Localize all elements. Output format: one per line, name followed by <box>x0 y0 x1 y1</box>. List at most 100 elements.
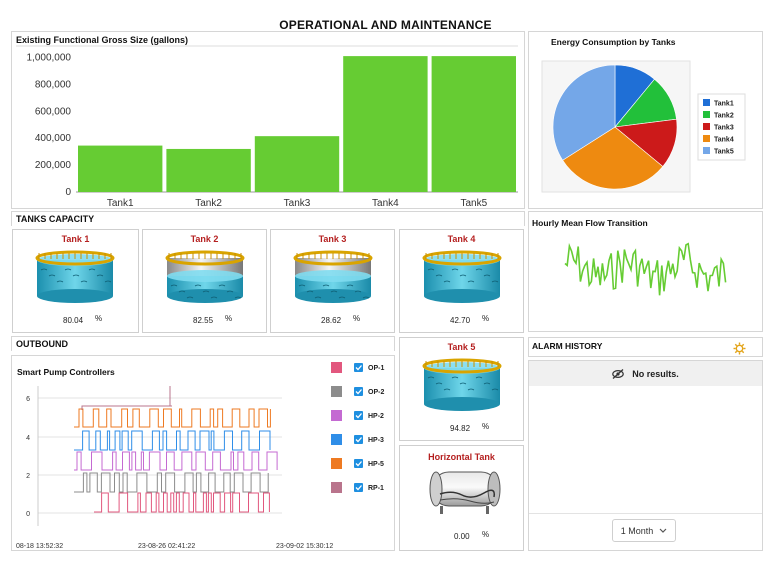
tank-value: 80.04 <box>63 316 84 325</box>
check-icon <box>355 437 362 443</box>
alarm-panel: No results. 1 Month <box>528 360 763 551</box>
x-tick-label: Tank4 <box>372 198 399 208</box>
settings-gear-icon[interactable] <box>733 342 746 355</box>
flow-title: Hourly Mean Flow Transition <box>532 218 648 228</box>
y-tick-label: 0 <box>26 511 30 518</box>
legend-swatch-hp-5 <box>331 458 342 469</box>
tank-value: 42.70 <box>450 316 471 325</box>
legend-checkbox[interactable] <box>354 435 363 444</box>
ripple <box>346 284 354 287</box>
legend-swatch <box>703 111 710 118</box>
tank-card-4[interactable]: Tank 4 42.70% <box>399 229 524 333</box>
tank-card-3[interactable]: Tank 3 28.62% <box>270 229 395 333</box>
tank-title: Tank 5 <box>447 342 476 352</box>
ripple <box>306 290 314 293</box>
check-icon <box>355 389 362 395</box>
ripple <box>467 388 475 391</box>
ripple <box>322 284 330 287</box>
legend-label: Tank4 <box>714 137 734 144</box>
y-tick-label: 2 <box>26 473 30 480</box>
legend-checkbox[interactable] <box>354 411 363 420</box>
tank-unit: % <box>482 314 490 323</box>
legend-label: Tank1 <box>714 101 734 108</box>
ripple <box>467 280 475 283</box>
ripple <box>435 382 443 385</box>
tank-value: 28.62 <box>321 316 342 325</box>
tank-surface <box>295 270 371 282</box>
tank-value: 94.82 <box>450 424 471 433</box>
tank-unit: % <box>95 314 103 323</box>
outbound-header: OUTBOUND <box>11 336 395 351</box>
energy-pie-chart: Tank1 Tank2 Tank3 Tank4 Tank5 <box>541 60 746 193</box>
ripple <box>475 268 483 271</box>
tank-card-5[interactable]: Tank 5 94.82% <box>399 337 524 441</box>
horizontal-tank-card[interactable]: Horizontal Tank 0.00 % <box>399 445 524 551</box>
series-line-rp-1 <box>81 386 172 410</box>
legend-checkbox[interactable] <box>354 387 363 396</box>
ripple <box>96 274 104 277</box>
legend-checkbox[interactable] <box>354 483 363 492</box>
period-dropdown[interactable]: 1 Month <box>612 519 676 542</box>
outbound-title: OUTBOUND <box>12 337 394 351</box>
ripple <box>451 376 459 379</box>
ripple <box>354 290 362 293</box>
tank-icon <box>422 250 502 303</box>
ripple <box>104 280 112 283</box>
ripple <box>186 296 194 299</box>
series-line-hp-2 <box>74 451 278 471</box>
tank-card-2[interactable]: Tank 2 82.55% <box>142 229 267 333</box>
ripple <box>330 290 338 293</box>
flow-line <box>564 242 727 296</box>
legend-label: Tank5 <box>714 149 734 156</box>
legend-swatch <box>703 147 710 154</box>
ripple <box>80 280 88 283</box>
period-dropdown-label: 1 Month <box>620 525 654 536</box>
ripple <box>40 268 48 271</box>
tank-surface <box>167 270 243 282</box>
tank-card-1[interactable]: Tank 1 80.04% <box>12 229 139 333</box>
tank-bottom <box>167 289 243 303</box>
legend-label: Tank2 <box>714 113 734 120</box>
tank-title: Tank 4 <box>447 234 476 244</box>
energy-title: Energy Consumption by Tanks <box>551 37 676 47</box>
alarm-empty-row: No results. <box>529 361 762 386</box>
bar-tank2 <box>166 148 251 192</box>
tank-rim <box>293 250 373 266</box>
tanks-capacity-header: TANKS CAPACITY <box>11 211 525 226</box>
legend-label: HP-2 <box>368 413 384 420</box>
ripple <box>483 274 491 277</box>
legend-checkbox[interactable] <box>354 459 363 468</box>
flow-panel: Hourly Mean Flow Transition <box>528 211 763 332</box>
horizontal-tank-icon <box>429 471 501 514</box>
tank-rim <box>422 250 502 266</box>
ripple <box>218 284 226 287</box>
ripple <box>459 382 467 385</box>
x-tick-label: 23-09-02 15:30:12 <box>276 543 333 550</box>
legend-checkbox[interactable] <box>354 363 363 372</box>
pump-controllers-title: Smart Pump Controllers <box>17 367 115 377</box>
bar-tank3 <box>254 136 340 192</box>
legend-swatch-hp-3 <box>331 434 342 445</box>
tank-bottom <box>424 289 500 303</box>
legend-label: Tank3 <box>714 125 734 132</box>
gross-size-title: Existing Functional Gross Size (gallons) <box>12 32 524 48</box>
tank-bottom <box>37 289 113 303</box>
pump-controllers-panel: Smart Pump Controllers 6 4 2 0 08-18 13:52:3… <box>11 355 395 551</box>
legend-swatch-op-1 <box>331 362 342 373</box>
y-tick-label: 400,000 <box>35 133 72 144</box>
check-icon <box>355 461 362 467</box>
tank-icon <box>422 358 502 411</box>
ripple <box>178 290 186 293</box>
tank-icon-wrap <box>416 246 508 311</box>
ripple <box>64 268 72 271</box>
legend-swatch-op-2 <box>331 386 342 397</box>
ripple <box>483 382 491 385</box>
ripple <box>459 274 467 277</box>
ripple <box>362 296 370 299</box>
ripple <box>435 274 443 277</box>
legend-swatch <box>703 135 710 142</box>
tank-value: 82.55 <box>193 316 214 325</box>
x-tick-label: 23-08-26 02:41:22 <box>138 543 195 550</box>
tanks-capacity-title: TANKS CAPACITY <box>12 212 524 226</box>
